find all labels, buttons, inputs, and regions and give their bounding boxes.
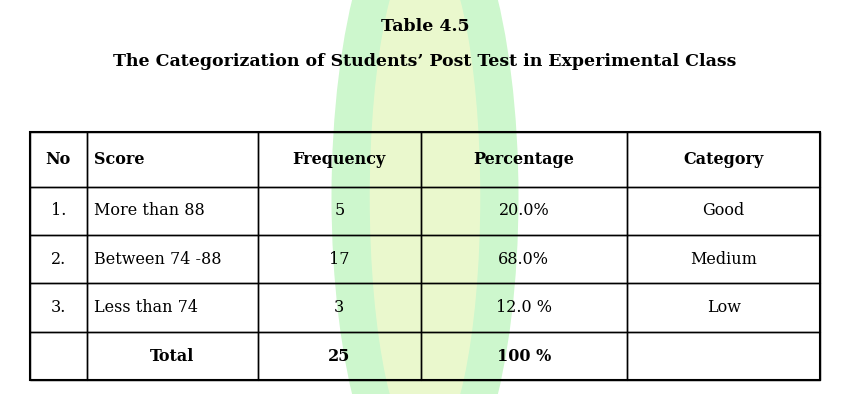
Bar: [258, 283, 421, 332]
Ellipse shape: [332, 0, 518, 394]
Text: 2.: 2.: [51, 251, 66, 268]
Text: 3.: 3.: [51, 299, 66, 316]
Bar: [627, 283, 820, 332]
Text: 1.: 1.: [51, 202, 66, 219]
Text: 25: 25: [328, 348, 350, 364]
Bar: [421, 132, 627, 187]
Bar: [30, 187, 87, 235]
Bar: [87, 332, 258, 380]
Text: Low: Low: [706, 299, 740, 316]
Text: No: No: [46, 151, 71, 168]
Bar: [87, 187, 258, 235]
Text: Table 4.5: Table 4.5: [381, 18, 469, 35]
Bar: [30, 235, 87, 283]
Text: The Categorization of Students’ Post Test in Experimental Class: The Categorization of Students’ Post Tes…: [113, 53, 737, 70]
Text: Less than 74: Less than 74: [94, 299, 198, 316]
Text: 20.0%: 20.0%: [498, 202, 549, 219]
Bar: [30, 132, 87, 187]
Bar: [87, 235, 258, 283]
Text: 5: 5: [334, 202, 344, 219]
Text: 68.0%: 68.0%: [498, 251, 549, 268]
Bar: [627, 332, 820, 380]
Bar: [258, 132, 421, 187]
Bar: [627, 132, 820, 187]
Ellipse shape: [370, 0, 480, 394]
Text: Category: Category: [683, 151, 764, 168]
Bar: [87, 132, 258, 187]
Text: Frequency: Frequency: [292, 151, 386, 168]
Text: 100 %: 100 %: [496, 348, 551, 364]
Bar: [258, 332, 421, 380]
Bar: [627, 187, 820, 235]
Bar: [421, 235, 627, 283]
Text: Good: Good: [702, 202, 745, 219]
Text: Total: Total: [150, 348, 195, 364]
Bar: [30, 332, 87, 380]
Bar: [87, 283, 258, 332]
Text: More than 88: More than 88: [94, 202, 204, 219]
Text: 3: 3: [334, 299, 344, 316]
Bar: [421, 283, 627, 332]
Bar: [258, 187, 421, 235]
Text: Between 74 -88: Between 74 -88: [94, 251, 221, 268]
Text: Medium: Medium: [690, 251, 757, 268]
Text: 12.0 %: 12.0 %: [496, 299, 552, 316]
Text: Percentage: Percentage: [473, 151, 575, 168]
Bar: [627, 235, 820, 283]
Bar: [30, 132, 820, 380]
Text: Score: Score: [94, 151, 144, 168]
Text: 17: 17: [329, 251, 349, 268]
Bar: [30, 283, 87, 332]
Bar: [421, 332, 627, 380]
Bar: [258, 235, 421, 283]
Bar: [421, 187, 627, 235]
